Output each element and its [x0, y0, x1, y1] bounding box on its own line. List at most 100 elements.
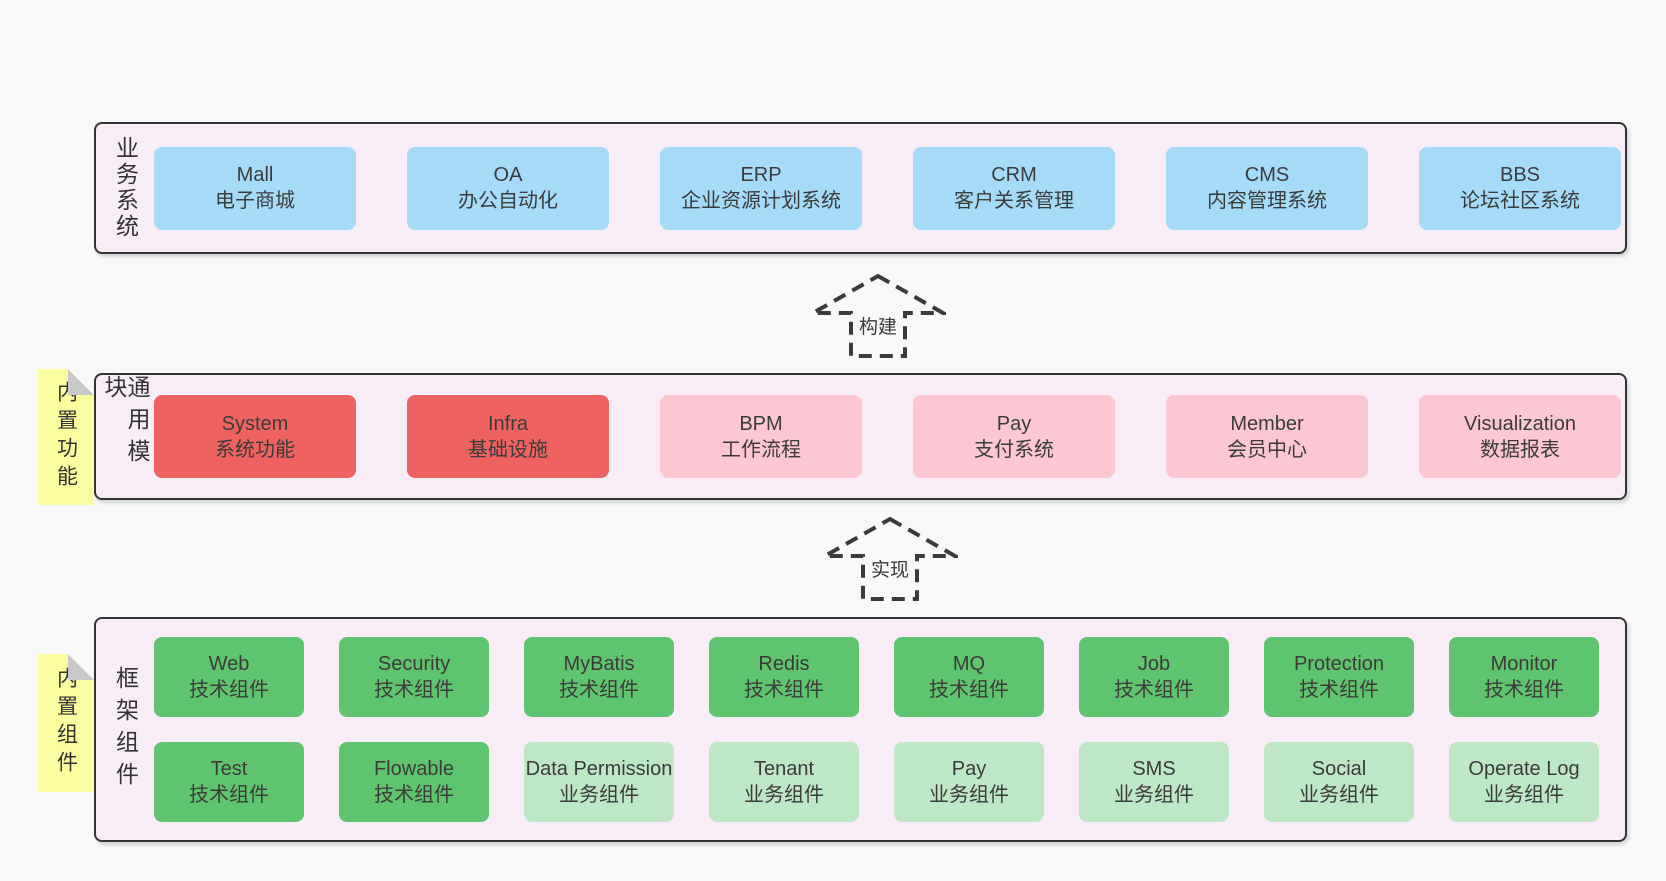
- box-title: Operate Log: [1468, 758, 1580, 780]
- box-subtitle: 技术组件: [374, 679, 454, 701]
- box-title: Protection: [1293, 653, 1385, 675]
- box-title: CMS: [1244, 164, 1290, 186]
- box-subtitle: 基础设施: [468, 438, 548, 461]
- box-title: Social: [1311, 758, 1367, 780]
- box-subtitle: 技术组件: [1114, 679, 1194, 701]
- band-modules-label-gutter: 通用模块: [96, 375, 154, 498]
- arrow-build-label: 构建: [853, 311, 903, 340]
- box-title: System: [221, 412, 289, 435]
- box-title: Flowable: [373, 758, 455, 780]
- box-title: BBS: [1499, 164, 1541, 186]
- box-subtitle: 技术组件: [189, 784, 269, 806]
- box-title: Mall: [236, 164, 274, 186]
- box-subtitle: 企业资源计划系统: [681, 190, 841, 212]
- box-title: Web: [208, 653, 250, 675]
- box-crm: CRM 客户关系管理: [913, 146, 1115, 230]
- business-row: Mall 电子商城 OA 办公自动化 ERP 企业资源计划系统 CRM 客户关系…: [154, 124, 1629, 252]
- box-bbs: BBS 论坛社区系统: [1419, 146, 1621, 230]
- box-subtitle: 系统功能: [215, 438, 295, 461]
- box-title: BPM: [739, 412, 783, 435]
- box-mq: MQ 技术组件: [894, 637, 1044, 717]
- box-title: ERP: [740, 164, 782, 186]
- box-test: Test 技术组件: [154, 742, 304, 822]
- modules-row: System 系统功能 Infra 基础设施 BPM 工作流程 Pay 支付系统…: [154, 375, 1629, 498]
- box-cms: CMS 内容管理系统: [1166, 146, 1368, 230]
- arrow-implement: 实现: [822, 516, 958, 602]
- arrow-implement-label: 实现: [865, 554, 915, 583]
- box-subtitle: 业务组件: [1299, 784, 1379, 806]
- box-social: Social 业务组件: [1264, 742, 1414, 822]
- box-subtitle: 技术组件: [189, 679, 269, 701]
- box-subtitle: 工作流程: [721, 438, 801, 461]
- box-subtitle: 业务组件: [929, 784, 1009, 806]
- band-business-label: 业务系统: [112, 136, 139, 240]
- band-business-label-gutter: 业务系统: [96, 124, 154, 252]
- box-subtitle: 会员中心: [1227, 438, 1307, 461]
- box-operate-log: Operate Log 业务组件: [1449, 742, 1599, 822]
- box-title: MQ: [952, 653, 986, 675]
- box-security: Security 技术组件: [339, 637, 489, 717]
- box-redis: Redis 技术组件: [709, 637, 859, 717]
- box-subtitle: 数据报表: [1480, 438, 1560, 461]
- box-subtitle: 业务组件: [559, 784, 639, 806]
- box-monitor: Monitor 技术组件: [1449, 637, 1599, 717]
- box-title: Member: [1230, 412, 1304, 435]
- box-subtitle: 业务组件: [1114, 784, 1194, 806]
- box-title: Tenant: [753, 758, 815, 780]
- box-title: Visualization: [1464, 412, 1576, 435]
- box-title: SMS: [1132, 758, 1176, 780]
- band-framework-components: 框架组件 Web 技术组件 Security 技术组件 MyBatis 技术组件…: [94, 617, 1627, 842]
- box-subtitle: 业务组件: [744, 784, 824, 806]
- box-title: OA: [493, 164, 523, 186]
- box-mall: Mall 电子商城: [154, 146, 356, 230]
- box-title: Pay: [996, 412, 1032, 435]
- box-subtitle: 电子商城: [215, 190, 295, 212]
- box-subtitle: 技术组件: [1299, 679, 1379, 701]
- box-pay-component: Pay 业务组件: [894, 742, 1044, 822]
- box-subtitle: 支付系统: [974, 438, 1054, 461]
- box-protection: Protection 技术组件: [1264, 637, 1414, 717]
- up-arrow-icon: [822, 516, 958, 601]
- sticky-label: 内置功能: [54, 381, 78, 493]
- box-oa: OA 办公自动化: [407, 146, 609, 230]
- box-job: Job 技术组件: [1079, 637, 1229, 717]
- box-infra: Infra 基础设施: [407, 395, 609, 478]
- box-data-permission: Data Permission 业务组件: [524, 742, 674, 822]
- box-visualization: Visualization 数据报表: [1419, 395, 1621, 478]
- box-title: Monitor: [1490, 653, 1558, 675]
- box-title: Job: [1137, 653, 1171, 675]
- box-bpm: BPM 工作流程: [660, 395, 862, 478]
- sticky-note-built-in-components: 内置组件: [38, 654, 94, 792]
- box-subtitle: 技术组件: [559, 679, 639, 701]
- sticky-label: 内置组件: [54, 667, 78, 779]
- box-pay-module: Pay 支付系统: [913, 395, 1115, 478]
- band-modules-label: 通用模块: [101, 375, 150, 471]
- box-member: Member 会员中心: [1166, 395, 1368, 478]
- sticky-note-built-in-functions: 内置功能: [38, 369, 94, 505]
- box-subtitle: 客户关系管理: [954, 190, 1074, 212]
- box-subtitle: 内容管理系统: [1207, 190, 1327, 212]
- framework-row-1: Web 技术组件 Security 技术组件 MyBatis 技术组件 Redi…: [154, 637, 1599, 717]
- box-subtitle: 技术组件: [929, 679, 1009, 701]
- framework-rows: Web 技术组件 Security 技术组件 MyBatis 技术组件 Redi…: [154, 619, 1628, 840]
- box-title: MyBatis: [563, 653, 635, 675]
- box-system: System 系统功能: [154, 395, 356, 478]
- box-sms: SMS 业务组件: [1079, 742, 1229, 822]
- band-business-systems: 业务系统 Mall 电子商城 OA 办公自动化 ERP 企业资源计划系统 CRM…: [94, 122, 1627, 254]
- box-web: Web 技术组件: [154, 637, 304, 717]
- box-subtitle: 技术组件: [374, 784, 454, 806]
- box-subtitle: 技术组件: [744, 679, 824, 701]
- box-tenant: Tenant 业务组件: [709, 742, 859, 822]
- framework-row-2: Test 技术组件 Flowable 技术组件 Data Permission …: [154, 742, 1599, 822]
- box-erp: ERP 企业资源计划系统: [660, 146, 862, 230]
- box-title: CRM: [991, 164, 1037, 186]
- up-arrow-icon: [810, 273, 946, 358]
- box-flowable: Flowable 技术组件: [339, 742, 489, 822]
- arrow-build: 构建: [810, 273, 946, 359]
- band-framework-label-gutter: 框架组件: [96, 619, 154, 840]
- band-framework-label: 框架组件: [112, 665, 139, 794]
- box-subtitle: 业务组件: [1484, 784, 1564, 806]
- box-title: Data Permission: [525, 758, 673, 780]
- box-title: Infra: [487, 412, 529, 435]
